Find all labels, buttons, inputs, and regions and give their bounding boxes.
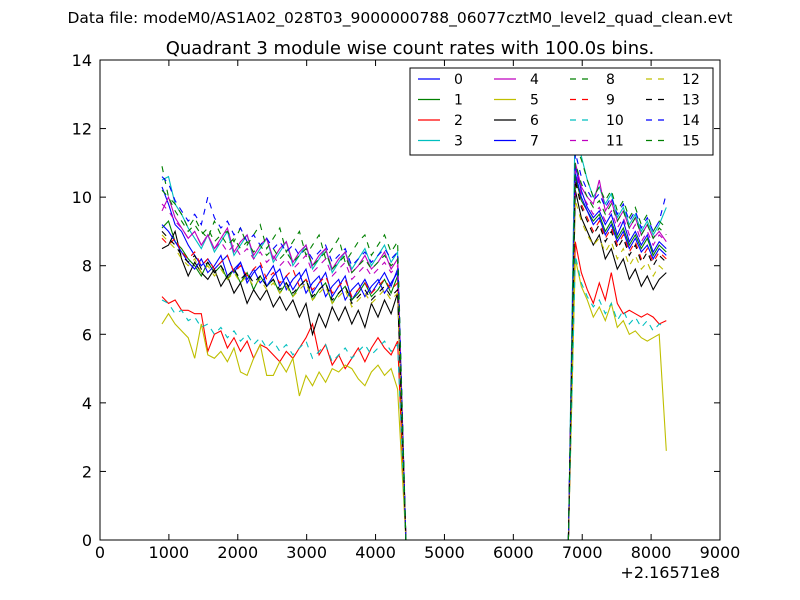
x-offset-label: +2.16571e8 bbox=[620, 563, 720, 582]
legend-label-8: 8 bbox=[606, 72, 615, 88]
series-line-15 bbox=[161, 162, 667, 540]
legend-label-5: 5 bbox=[530, 93, 539, 109]
y-tick-label: 0 bbox=[82, 531, 92, 550]
axis-layer: 0 1000 2000 3000 4000 5000 6000 7000 8000 9000 0 2 4… bbox=[72, 51, 741, 562]
x-tick-label: 9000 bbox=[700, 543, 741, 562]
y-tick-label: 6 bbox=[82, 325, 92, 344]
legend-label-4: 4 bbox=[530, 72, 539, 88]
y-tick-label: 14 bbox=[72, 51, 92, 70]
data-file-label: Data file: modeM0/AS1A02_028T03_90000007… bbox=[67, 9, 732, 28]
legend-label-2: 2 bbox=[454, 113, 463, 129]
series-line-9 bbox=[161, 183, 667, 540]
series-line-4 bbox=[161, 162, 667, 540]
legend-label-3: 3 bbox=[454, 134, 463, 150]
y-tick-label: 8 bbox=[82, 257, 92, 276]
series-line-13 bbox=[161, 179, 667, 540]
series-line-7 bbox=[161, 172, 667, 540]
y-tick-label: 10 bbox=[72, 188, 92, 207]
legend-label-0: 0 bbox=[454, 72, 463, 88]
legend-label-11: 11 bbox=[606, 134, 624, 150]
series-line-10 bbox=[161, 255, 667, 540]
series-layer bbox=[161, 111, 667, 540]
y-tick-label: 12 bbox=[72, 120, 92, 139]
y-tick-label: 4 bbox=[82, 394, 92, 413]
series-line-12 bbox=[161, 200, 667, 540]
series-line-3 bbox=[161, 111, 667, 540]
legend-label-1: 1 bbox=[454, 93, 463, 109]
x-tick-label: 7000 bbox=[562, 543, 603, 562]
legend-label-15: 15 bbox=[682, 134, 700, 150]
chart-title: Quadrant 3 module wise count rates with … bbox=[166, 38, 655, 59]
y-tick-label: 2 bbox=[82, 462, 92, 481]
plot-frame bbox=[99, 59, 721, 541]
x-tick-label: 1000 bbox=[149, 543, 190, 562]
legend-label-7: 7 bbox=[530, 134, 539, 150]
x-tick-label: 2000 bbox=[217, 543, 258, 562]
legend-label-10: 10 bbox=[606, 113, 624, 129]
x-tick-label: 6000 bbox=[493, 543, 534, 562]
series-line-14 bbox=[161, 152, 667, 540]
series-line-6 bbox=[161, 190, 667, 540]
x-tick-label: 3000 bbox=[286, 543, 327, 562]
x-tick-label: 4000 bbox=[355, 543, 396, 562]
series-line-8 bbox=[161, 145, 667, 540]
legend-label-13: 13 bbox=[682, 93, 700, 109]
x-tick-label: 8000 bbox=[631, 543, 672, 562]
x-tick-label: 5000 bbox=[424, 543, 465, 562]
legend-label-6: 6 bbox=[530, 113, 539, 129]
legend-label-9: 9 bbox=[606, 93, 615, 109]
x-tick-label: 0 bbox=[95, 543, 105, 562]
legend-label-12: 12 bbox=[682, 72, 700, 88]
series-line-11 bbox=[161, 169, 667, 540]
legend-label-14: 14 bbox=[682, 113, 700, 129]
